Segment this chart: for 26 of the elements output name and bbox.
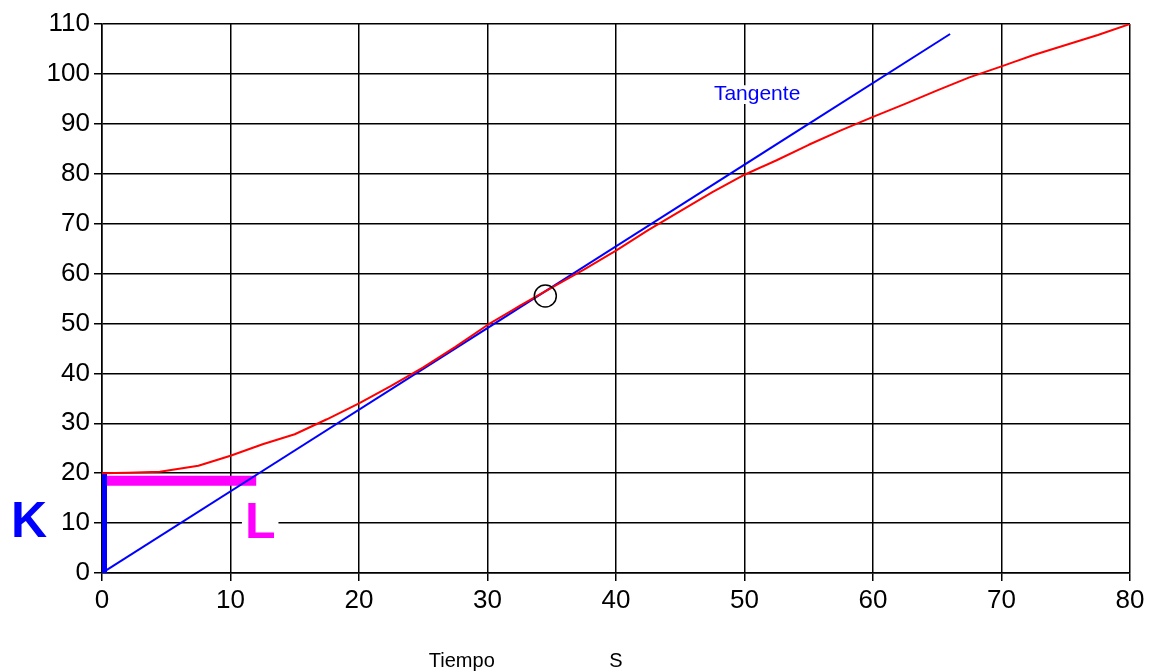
x-axis-title: Tiempo (428, 648, 495, 671)
y-tick-label: 20 (61, 456, 90, 487)
y-tick-label: 70 (61, 206, 90, 237)
y-tick-label: 80 (61, 156, 90, 187)
x-tick-label: 70 (987, 583, 1016, 614)
x-tick-label: 10 (216, 583, 245, 614)
y-tick-label: 40 (61, 356, 90, 387)
y-tick-label: 30 (61, 406, 90, 437)
x-tick-label: 50 (730, 583, 759, 614)
series-label: K (10, 491, 48, 548)
series-label: L (244, 493, 276, 550)
x-tick-label: 0 (94, 583, 110, 614)
series-label: Tangente (713, 81, 801, 105)
y-tick-label: 0 (75, 556, 90, 587)
x-tick-label: 20 (344, 583, 374, 614)
y-tick-label: 100 (46, 57, 90, 88)
y-tick-label: 10 (61, 506, 90, 537)
text: S (609, 648, 623, 671)
x-tick-label: 40 (601, 583, 631, 614)
y-tick-label: 90 (61, 106, 90, 137)
y-tick-label: 110 (48, 7, 90, 38)
x-tick-label: 80 (1115, 583, 1145, 614)
y-tick-label: 50 (61, 306, 90, 337)
y-tick-label: 60 (61, 256, 90, 287)
x-tick-label: 30 (473, 583, 502, 614)
x-tick-label: 60 (858, 583, 888, 614)
